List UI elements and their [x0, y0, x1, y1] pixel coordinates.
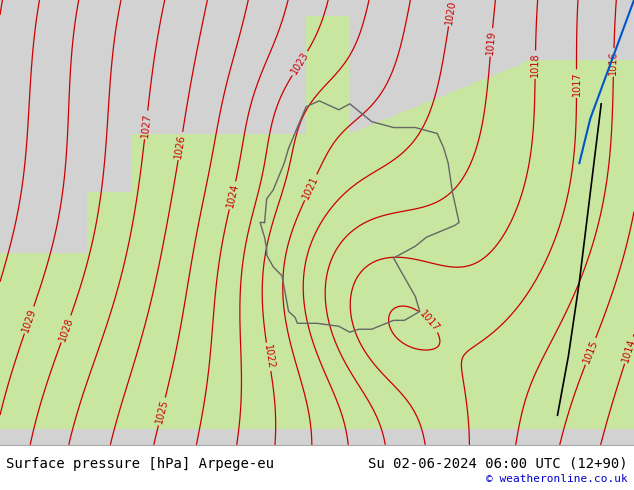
Text: 1014: 1014: [621, 337, 634, 363]
Text: 1021: 1021: [301, 174, 320, 200]
Text: 1018: 1018: [530, 52, 541, 77]
Text: 1022: 1022: [262, 344, 275, 370]
Text: Su 02-06-2024 06:00 UTC (12+90): Su 02-06-2024 06:00 UTC (12+90): [368, 457, 628, 470]
Text: 1017: 1017: [571, 72, 581, 96]
Text: © weatheronline.co.uk: © weatheronline.co.uk: [486, 474, 628, 484]
Text: Surface pressure [hPa] Arpege-eu: Surface pressure [hPa] Arpege-eu: [6, 457, 275, 470]
Text: 1024: 1024: [225, 182, 240, 208]
Text: 1019: 1019: [486, 30, 498, 55]
Text: 1020: 1020: [444, 0, 458, 25]
Text: 1028: 1028: [57, 316, 75, 342]
Text: 1023: 1023: [289, 50, 311, 76]
Text: 1015: 1015: [581, 338, 600, 365]
Text: 1029: 1029: [20, 307, 38, 333]
Text: 1026: 1026: [174, 133, 187, 159]
Text: 1016: 1016: [609, 50, 619, 75]
Text: 1027: 1027: [139, 112, 152, 138]
Text: 1025: 1025: [154, 398, 170, 425]
Text: 1017: 1017: [418, 308, 441, 333]
